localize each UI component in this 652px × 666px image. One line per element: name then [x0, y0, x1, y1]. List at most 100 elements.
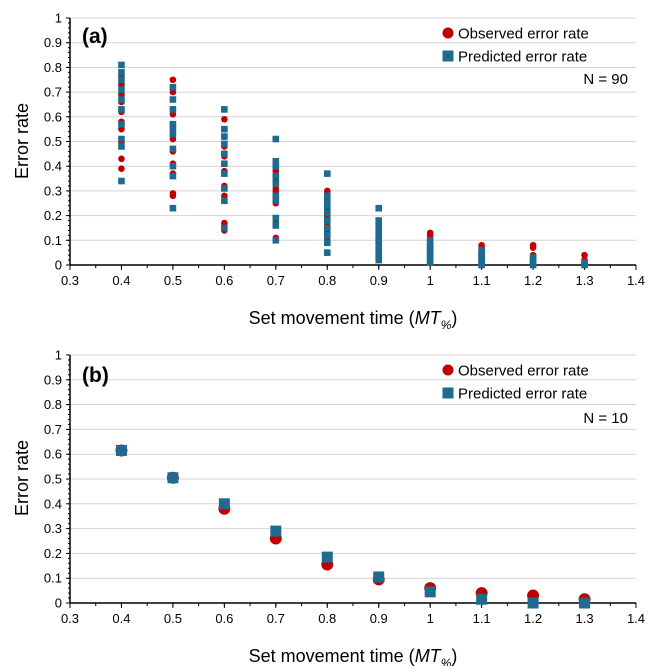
- panel-a-predicted-point: [323, 202, 331, 210]
- panel-a-predicted-point: [272, 157, 280, 165]
- panel-a-predicted-point: [169, 125, 177, 133]
- panel-a-predicted-point: [323, 239, 331, 247]
- panel-b-y-ticks: 0 0.1 0.2 0.3 0.4 0.5 0.6 0.7 0.8 0.9 1: [44, 348, 70, 611]
- panel-a-predicted-point: [221, 140, 228, 148]
- panel-a-predicted-point: [221, 185, 228, 192]
- panel-a-predicted-point: [169, 145, 177, 153]
- panel-b-predicted-point: [167, 472, 179, 484]
- panel-b-legend-observed-label: Observed error rate: [458, 363, 589, 380]
- panel-a-y-tick-label: 0.6: [44, 109, 62, 124]
- panel-a-predicted-point: [375, 222, 383, 229]
- panel-a-y-tick-label: 0.4: [44, 159, 62, 174]
- panel-b-y-tick-label: 0.3: [44, 521, 62, 536]
- panel-b-predicted-point: [424, 586, 436, 598]
- panel-a-x-tick-label: 0.3: [61, 273, 79, 288]
- panel-a-predicted-point: [323, 192, 331, 200]
- panel-a-x-axis-title-italic: MT: [415, 308, 443, 328]
- panel-a-predicted-point: [272, 192, 280, 200]
- panel-a-x-tick-label: 1.2: [524, 273, 542, 288]
- panel-b-y-tick-label: 0.5: [44, 472, 62, 487]
- panel-a-predicted-point: [581, 259, 588, 266]
- panel-b-predicted-point: [579, 597, 591, 609]
- panel-a-predicted-point: [478, 246, 485, 254]
- panel-b-predicted-point: [218, 498, 230, 510]
- panel-a-predicted-point: [272, 180, 280, 187]
- panel-a-predicted-point: [169, 96, 177, 103]
- panel-b-x-tick-label: 1.2: [524, 611, 542, 626]
- panel-a-x-tick-label: 0.5: [164, 273, 182, 288]
- panel-b-y-tick-label: 0.6: [44, 447, 62, 462]
- panel-b-x-axis-title-sub: %: [441, 656, 452, 666]
- panel-b-x-axis-title-italic: MT: [415, 646, 443, 666]
- panel-a-predicted-point: [323, 249, 331, 256]
- panel-a-y-tick-label: 0.2: [44, 208, 62, 223]
- panel-b-x-tick-label: 0.4: [112, 611, 130, 626]
- panel-b-y-tick-label: 0.2: [44, 546, 62, 561]
- panel-b-points: [115, 444, 591, 609]
- panel-a-y-tick-label: 0.7: [44, 85, 62, 100]
- panel-a-x-tick-label: 1.3: [576, 273, 594, 288]
- panel-a-predicted-point: [118, 61, 125, 69]
- panel-a-legend-observed-marker: [442, 27, 454, 39]
- panel-b-y-tick-label: 0.8: [44, 397, 62, 412]
- panel-b-x-tick-label: 1.3: [576, 611, 594, 626]
- panel-a-predicted-point: [118, 120, 125, 128]
- panel-a-predicted-point: [221, 133, 228, 140]
- panel-b-x-tick-label: 1.4: [627, 611, 645, 626]
- panel-a-predicted-point: [323, 197, 331, 205]
- panel-b-x-tick-label: 0.5: [164, 611, 182, 626]
- panel-a-predicted-point: [221, 170, 228, 177]
- panel-b-y-tick-label: 0.4: [44, 496, 62, 511]
- panel-b-grid: [70, 354, 636, 579]
- panel-a-predicted-point: [323, 170, 331, 177]
- panel-a-grid: [70, 17, 636, 241]
- panel-a-n-annotation: N = 90: [583, 71, 628, 88]
- panel-a-predicted-point: [169, 130, 177, 138]
- panel-a-predicted-point: [375, 237, 383, 244]
- panel-a-y-tick-label: 0.1: [44, 233, 62, 248]
- panel-a-predicted-point: [118, 86, 125, 93]
- panel-a-predicted-point: [323, 224, 331, 232]
- panel-a-x-axis-title-main: Set movement time (: [249, 308, 415, 328]
- panel-a-predicted-point: [323, 232, 331, 239]
- panel-b-y-axis-title: Error rate: [12, 440, 32, 516]
- panel-a-x-axis-title: Set movement time (MT%): [249, 308, 458, 332]
- panel-a-predicted-point: [272, 172, 280, 180]
- panel-a-predicted-point: [169, 204, 177, 212]
- panel-a-legend-predicted-label: Predicted error rate: [458, 49, 587, 66]
- panel-a-predicted-point: [118, 96, 125, 103]
- panel-a-predicted-point: [323, 217, 331, 224]
- panel-b-x-ticks: 0.3 0.4 0.5 0.6 0.7 0.8 0.9 1 1.1 1.2 1.3 1.4: [61, 603, 645, 626]
- panel-a-predicted-point: [169, 83, 177, 91]
- panel-a-predicted-point: [221, 224, 228, 232]
- panel-b-predicted-point: [476, 593, 488, 605]
- panel-b-x-tick-label: 0.8: [318, 611, 336, 626]
- panel-a-predicted-point: [221, 106, 228, 113]
- panel-a-predicted-point: [375, 246, 383, 254]
- panel-a-observed-point: [118, 155, 125, 163]
- panel-a-x-tick-label: 0.4: [112, 273, 130, 288]
- panel-a-x-tick-label: 0.8: [318, 273, 336, 288]
- panel-b-n-annotation: N = 10: [583, 410, 628, 427]
- panel-b: 00.10.20.30.40.50.60.70.80.91 0.3 0.4 0.5 0…: [12, 348, 645, 666]
- panel-a-legend: Observed error rate Predicted error rate…: [442, 26, 628, 88]
- panel-a-y-tick-label: 0: [55, 258, 62, 273]
- panel-b-predicted-point: [321, 551, 333, 563]
- panel-a-legend-observed-label: Observed error rate: [458, 26, 589, 43]
- panel-a-predicted-point: [118, 76, 125, 84]
- panel-b-y-tick-label: 0.9: [44, 372, 62, 387]
- panel-a-predicted-point: [529, 254, 537, 261]
- panel-b-x-tick-label: 0.9: [370, 611, 388, 626]
- panel-a-predicted-point: [118, 69, 125, 76]
- panel-b-predicted-point: [115, 444, 127, 456]
- panel-a-predicted-point: [118, 143, 125, 150]
- panel-b-legend-predicted-label: Predicted error rate: [458, 386, 587, 403]
- panel-b-x-tick-label: 1: [427, 611, 434, 626]
- panel-a-y-tick-label: 0.8: [44, 60, 62, 75]
- panel-a-predicted-point: [272, 237, 280, 244]
- panel-a-x-tick-label: 0.6: [215, 273, 233, 288]
- panel-a-predicted-point: [118, 177, 125, 185]
- panel-a-observed-point: [529, 241, 537, 249]
- panel-b-y-tick-label: 0.7: [44, 422, 62, 437]
- panel-a-predicted-point: [375, 217, 383, 224]
